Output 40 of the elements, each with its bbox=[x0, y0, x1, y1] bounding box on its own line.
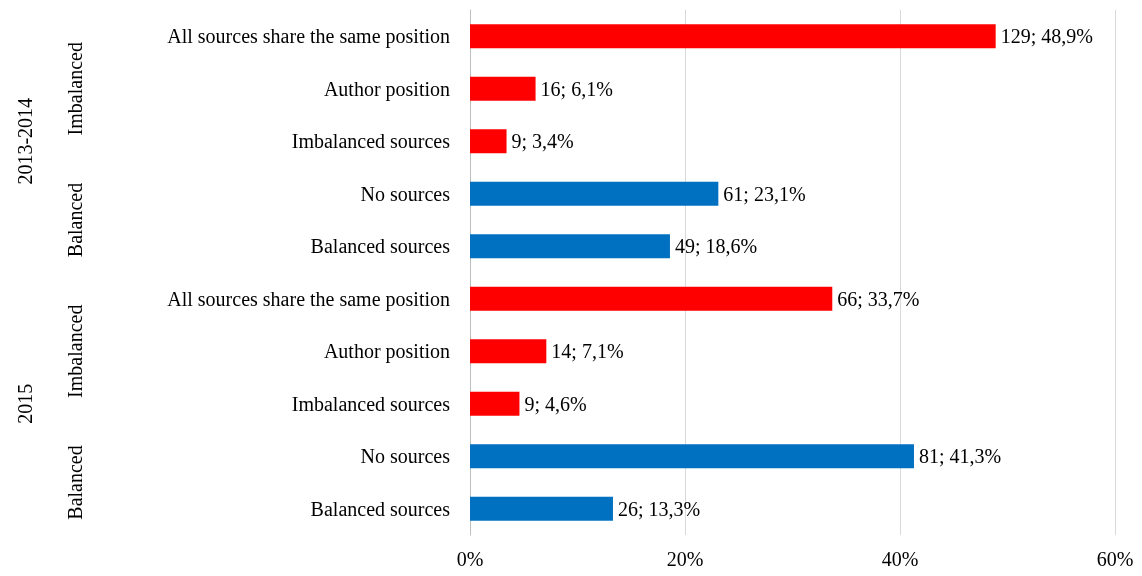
bar bbox=[470, 129, 507, 154]
bar bbox=[470, 444, 914, 469]
y-tick-label: Balanced sources bbox=[310, 235, 451, 258]
y-tick-label: Author position bbox=[323, 77, 450, 101]
y-tick-label: No sources bbox=[360, 445, 451, 468]
y-tick-label: All sources share the same position bbox=[167, 287, 450, 311]
x-tick-label: 0% bbox=[456, 548, 484, 570]
data-label: 16; 6,1% bbox=[540, 77, 613, 100]
data-label: 14; 7,1% bbox=[551, 340, 624, 363]
y-tick-label: Imbalanced sources bbox=[291, 130, 451, 153]
bar bbox=[470, 339, 547, 364]
bar bbox=[470, 496, 613, 521]
data-label: 9; 4,6% bbox=[524, 392, 587, 415]
data-label: 129; 48,9% bbox=[1000, 25, 1093, 48]
text: Imbalanced bbox=[64, 42, 86, 136]
y-tick-label: Balanced sources bbox=[310, 497, 451, 520]
y-tick-label: No sources bbox=[360, 182, 451, 205]
text: 2015 bbox=[14, 383, 36, 424]
data-label: 26; 13,3% bbox=[617, 497, 701, 520]
text: Balanced bbox=[64, 445, 86, 520]
data-label: 9; 3,4% bbox=[511, 130, 574, 153]
x-tick-label: 20% bbox=[666, 548, 704, 570]
bar bbox=[470, 234, 670, 259]
data-label: 66; 33,7% bbox=[837, 287, 920, 310]
text: Balanced bbox=[64, 182, 86, 258]
y-tick-label: Author position bbox=[323, 340, 450, 364]
x-tick-label: 40% bbox=[881, 548, 919, 570]
text: 2013-2014 bbox=[14, 97, 36, 185]
data-label: 81; 41,3% bbox=[918, 445, 1002, 468]
y-tick-label: Imbalanced sources bbox=[291, 392, 451, 415]
bar bbox=[470, 76, 536, 101]
data-label: 49; 18,6% bbox=[674, 235, 758, 258]
bar bbox=[470, 391, 520, 416]
x-tick-label: 60% bbox=[1096, 548, 1134, 570]
y-tick-label: All sources share the same position bbox=[167, 25, 450, 49]
bar bbox=[470, 181, 719, 206]
data-label: 61; 23,1% bbox=[723, 182, 806, 205]
bar bbox=[470, 286, 833, 311]
bar bbox=[470, 24, 996, 49]
text: Imbalanced bbox=[64, 304, 86, 398]
